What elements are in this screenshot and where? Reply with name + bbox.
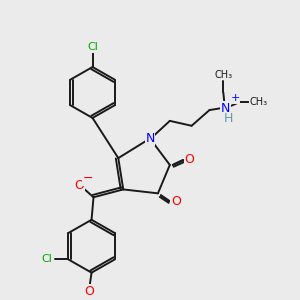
Text: +: + (230, 93, 240, 103)
Text: O: O (171, 195, 181, 208)
Text: N: N (145, 132, 155, 145)
Text: CH₃: CH₃ (214, 70, 232, 80)
Text: O: O (185, 153, 195, 166)
Text: O: O (75, 179, 85, 192)
Text: O: O (85, 285, 94, 298)
Text: H: H (224, 112, 233, 125)
Text: Cl: Cl (87, 42, 98, 52)
Text: −: − (82, 172, 93, 185)
Text: CH₃: CH₃ (250, 97, 268, 107)
Text: Cl: Cl (41, 254, 52, 264)
Text: N: N (220, 102, 230, 115)
